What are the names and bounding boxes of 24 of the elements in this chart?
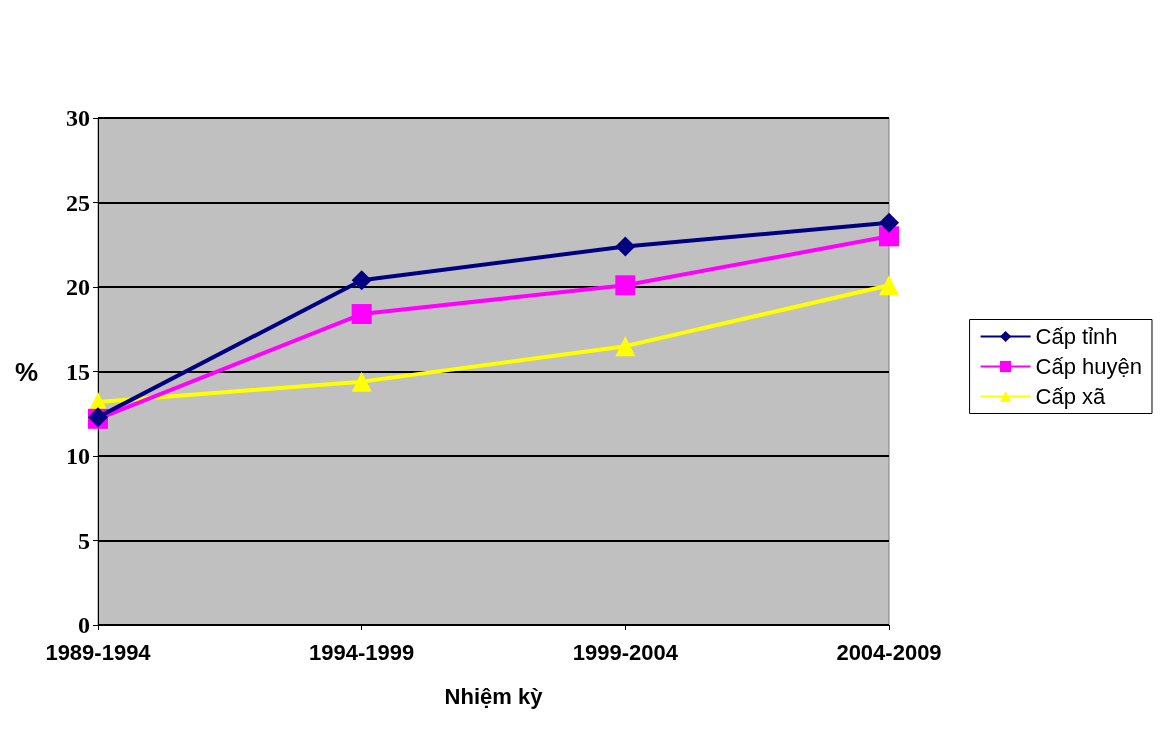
point [615, 336, 636, 357]
x-tick-label: 2004-2009 [836, 639, 942, 665]
x-tick-label: 1989-1994 [45, 639, 152, 665]
point [879, 275, 899, 296]
point [879, 212, 899, 233]
y-tick-label: 25 [66, 189, 90, 216]
point [615, 275, 636, 296]
y-tick-label: 0 [78, 612, 90, 638]
x-axis-title: Nhiệm kỳ [444, 683, 544, 709]
legend-label: Cấp xã [1035, 384, 1107, 409]
y-tick-label: 10 [66, 443, 90, 469]
point [351, 371, 372, 392]
y-tick-label: 30 [66, 105, 90, 131]
y-tick-label: 20 [66, 274, 90, 300]
y-axis-title: % [14, 356, 38, 387]
point [351, 270, 372, 291]
point [351, 304, 372, 325]
point [615, 236, 636, 257]
legend-label: Cấp tỉnh [1035, 324, 1118, 349]
y-tick-label: 5 [78, 527, 90, 554]
x-tick-label: 1994-1999 [309, 639, 415, 665]
x-tick-label: 1999-2004 [572, 639, 679, 665]
y-tick-label: 15 [66, 358, 90, 385]
legend-label: Cấp huyện [1035, 354, 1143, 379]
